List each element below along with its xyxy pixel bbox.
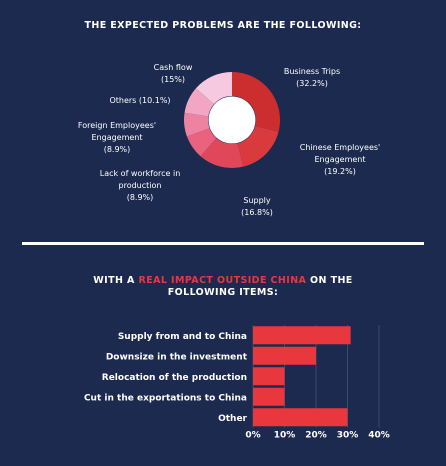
donut-slice-label: Supply (16.8%) <box>241 196 273 217</box>
x-tick-label: 20% <box>305 431 327 441</box>
category-label: Supply from and to China <box>118 332 247 342</box>
x-tick-label: 0% <box>245 431 260 441</box>
donut-slice-label: Lack of workforce in production (8.9%) <box>100 169 181 202</box>
donut-slice <box>195 72 232 105</box>
donut-slice <box>232 72 280 132</box>
donut-slice-label: Foreign Employees' Engagement (8.9%) <box>78 121 156 154</box>
category-label: Cut in the exportations to China <box>84 393 247 403</box>
bar <box>253 387 285 406</box>
bar <box>253 408 348 427</box>
donut-hole <box>208 96 256 144</box>
bar-title-highlight: REAL IMPACT OUTSIDE CHINA <box>138 275 307 286</box>
donut-slice <box>237 125 279 167</box>
bar-title-line2: FOLLOWING ITEMS: <box>167 287 279 298</box>
x-tick-label: 10% <box>274 431 296 441</box>
bar-title-suffix: ON THE <box>306 275 353 286</box>
donut-chart: Business Trips (32.2%) Chinese Employees' E… <box>78 63 381 217</box>
donut-chart-title: THE EXPECTED PROBLEMS ARE THE FOLLOWING: <box>84 20 362 31</box>
donut-slice <box>200 138 244 168</box>
donut-slice <box>184 112 210 137</box>
bar <box>253 346 316 365</box>
section-divider <box>22 242 424 245</box>
category-label: Relocation of the production <box>102 373 247 383</box>
bar-chart-title: WITH A REAL IMPACT OUTSIDE CHINA ON THE … <box>0 275 446 299</box>
x-tick-label: 40% <box>368 431 390 441</box>
bar-title-prefix: WITH A <box>93 275 139 286</box>
bar <box>253 326 351 345</box>
category-label: Downsize in the investment <box>106 352 248 362</box>
donut-slice <box>186 128 217 157</box>
x-tick-label: 30% <box>337 431 359 441</box>
bar <box>253 367 285 386</box>
donut-slice <box>184 88 214 117</box>
donut-slice-label: Business Trips (32.2%) <box>284 67 340 88</box>
donut-slice-label: Cash flow (15%) <box>154 63 193 84</box>
category-label: Other <box>218 414 247 424</box>
donut-slice-label: Chinese Employees' Engagement (19.2%) <box>300 143 381 176</box>
donut-slice-label: Others (10.1%) <box>109 96 170 105</box>
